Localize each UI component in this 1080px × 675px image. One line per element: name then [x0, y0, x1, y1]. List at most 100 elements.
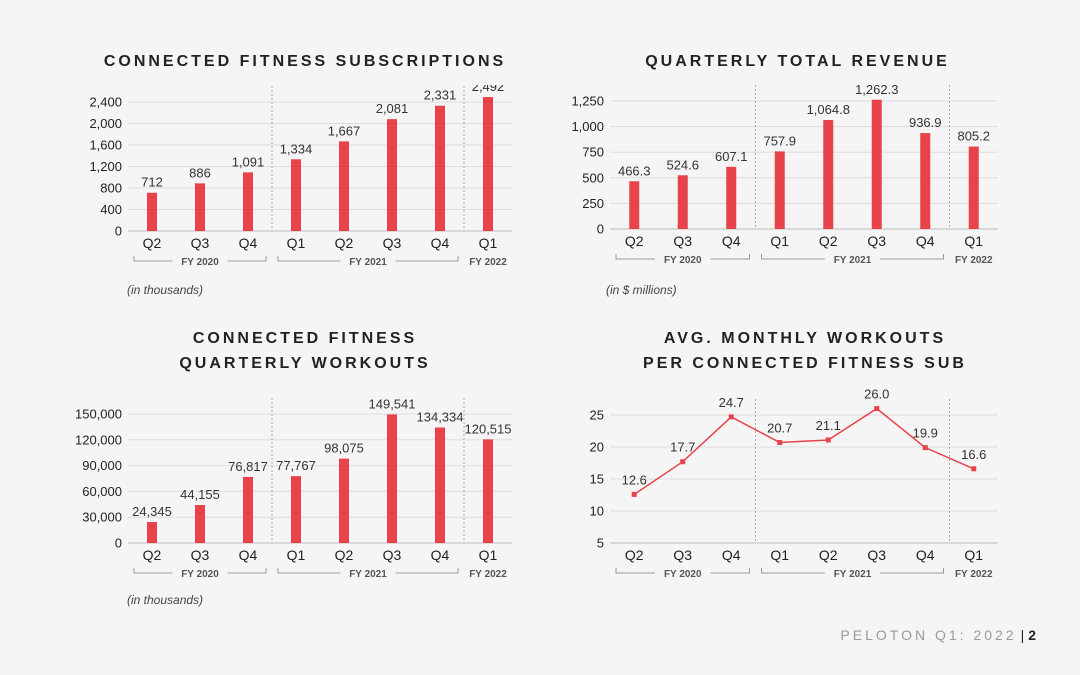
x-tick-label: Q2: [819, 547, 838, 563]
chart-title-line: CONNECTED FITNESS: [192, 330, 418, 347]
y-tick-label: 1,200: [89, 159, 122, 174]
bar: [387, 414, 397, 543]
series-line: [633, 407, 975, 495]
data-label: 24,345: [132, 504, 172, 519]
page-footer: PELOTON Q1: 2022 | 2: [840, 627, 1036, 643]
y-tick-label: 500: [582, 170, 604, 185]
data-label: 2,081: [376, 101, 409, 116]
data-label: 98,075: [324, 441, 364, 456]
fy-bracket: [710, 254, 750, 260]
x-tick-label: Q2: [143, 547, 162, 563]
fy-group-label: FY 2020: [664, 569, 702, 580]
fy-bracket: [133, 568, 173, 574]
y-tick-label: 250: [582, 196, 604, 211]
y-tick-label: 750: [582, 145, 604, 160]
data-label: 805.2: [957, 129, 990, 144]
bar: [195, 505, 205, 543]
data-point: [922, 445, 928, 451]
y-tick-label: 150,000: [75, 407, 122, 422]
y-tick-label: 2,000: [89, 116, 122, 131]
x-tick-label: Q4: [722, 233, 741, 249]
x-tick-label: Q2: [625, 547, 644, 563]
x-tick-label: Q4: [916, 547, 935, 563]
y-tick-label: 30,000: [82, 510, 122, 525]
fy-bracket: [277, 256, 341, 262]
data-point: [971, 466, 977, 472]
bar: [339, 141, 349, 231]
chart-title-line: CONNECTED FITNESS SUBSCRIPTIONS: [103, 53, 507, 70]
y-tick-label: 25: [590, 408, 604, 423]
fy-group-label: FY 2021: [834, 569, 872, 580]
data-label: 607.1: [715, 149, 748, 164]
fy-group-label: FY 2021: [349, 257, 387, 268]
footer-separator: |: [1020, 627, 1025, 643]
fy-bracket: [277, 568, 341, 574]
fy-group-label: FY 2020: [664, 255, 702, 266]
fy-group-label: FY 2022: [469, 569, 507, 580]
bar: [291, 476, 301, 543]
chart-title-line: QUARTERLY WORKOUTS: [179, 355, 431, 372]
data-label: 16.6: [961, 447, 986, 462]
data-label: 936.9: [909, 115, 942, 130]
x-tick-label: Q2: [625, 233, 644, 249]
x-tick-label: Q3: [867, 547, 886, 563]
data-point: [728, 414, 734, 420]
data-label: 1,667: [328, 123, 361, 138]
data-label: 21.1: [816, 418, 841, 433]
bar: [243, 476, 253, 543]
fy-bracket: [395, 256, 459, 262]
chart-title-subscriptions: CONNECTED FITNESS SUBSCRIPTIONS: [60, 49, 550, 74]
data-label: 524.6: [666, 157, 699, 172]
x-tick-label: Q4: [431, 547, 450, 563]
fy-bracket: [615, 568, 656, 574]
chart-title-line: QUARTERLY TOTAL REVENUE: [645, 53, 950, 70]
bar: [483, 439, 493, 543]
unit-note-subscriptions: (in thousands): [127, 283, 204, 297]
y-tick-label: 5: [597, 536, 604, 551]
fy-bracket: [761, 568, 825, 574]
y-tick-label: 10: [590, 504, 604, 519]
chart-title-avg-workouts: AVG. MONTHLY WORKOUTS PER CONNECTED FITN…: [600, 326, 1010, 376]
unit-note-revenue: (in $ millions): [606, 283, 677, 297]
bar: [435, 105, 445, 231]
x-tick-label: Q3: [191, 235, 210, 251]
y-tick-label: 400: [100, 202, 122, 217]
fy-group-label: FY 2022: [955, 255, 993, 266]
data-label: 20.7: [767, 421, 792, 436]
x-tick-label: Q2: [819, 233, 838, 249]
chart-title-workouts: CONNECTED FITNESS QUARTERLY WORKOUTS: [60, 326, 550, 376]
x-tick-label: Q4: [722, 547, 741, 563]
bar: [147, 192, 157, 231]
y-tick-label: 2,400: [89, 95, 122, 110]
fy-group-label: FY 2022: [955, 569, 993, 580]
fy-bracket: [615, 254, 656, 260]
data-point: [777, 440, 783, 446]
revenue-bar-chart: 0 250 500 750 1,000 1,250 Q2 Q3 Q4 Q1 Q2 Q3 Q4 Q1 FY 2…: [571, 85, 998, 266]
y-tick-label: 1,600: [89, 138, 122, 153]
y-tick-label: 20: [590, 440, 604, 455]
x-tick-label: Q1: [770, 233, 789, 249]
x-tick-label: Q3: [191, 547, 210, 563]
y-tick-label: 0: [115, 536, 122, 551]
data-label: 17.7: [670, 440, 695, 455]
x-tick-label: Q4: [916, 233, 935, 249]
fy-bracket: [227, 568, 267, 574]
bar: [726, 166, 737, 229]
chart-title-line: PER CONNECTED FITNESS SUB: [643, 355, 967, 372]
footer-brand: PELOTON Q1: 2022: [840, 627, 1017, 643]
x-tick-label: Q2: [335, 235, 354, 251]
page-number: 2: [1028, 627, 1036, 643]
data-label: 24.7: [719, 395, 744, 410]
bar: [243, 172, 253, 231]
x-tick-label: Q1: [479, 547, 498, 563]
bar: [147, 522, 157, 543]
x-tick-label: Q1: [964, 547, 983, 563]
data-label: 120,515: [465, 421, 512, 436]
bar: [629, 181, 640, 229]
y-tick-label: 0: [115, 224, 122, 239]
chart-title-revenue: QUARTERLY TOTAL REVENUE: [600, 49, 995, 74]
bar: [195, 183, 205, 231]
y-tick-label: 0: [597, 222, 604, 237]
x-tick-label: Q2: [335, 547, 354, 563]
data-point: [631, 491, 637, 497]
